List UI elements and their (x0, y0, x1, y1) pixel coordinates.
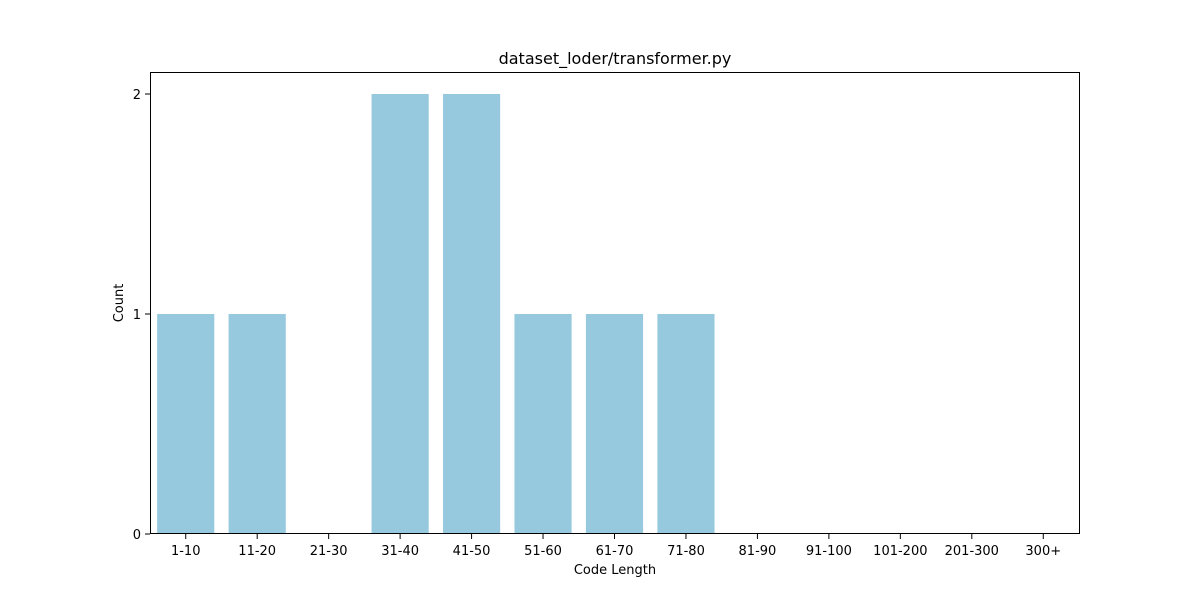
bar-31-40 (371, 94, 429, 534)
x-tick-label: 61-70 (596, 544, 634, 559)
x-tick-label: 31-40 (381, 544, 419, 559)
bars-group (157, 94, 715, 534)
x-tick-label: 101-200 (873, 544, 927, 559)
x-tick-label: 81-90 (739, 544, 777, 559)
y-tick-label: 0 (133, 528, 141, 543)
x-tick-label: 51-60 (524, 544, 562, 559)
bar-1-10 (157, 314, 215, 534)
bar-11-20 (228, 314, 286, 534)
x-tick-label: 11-20 (238, 544, 276, 559)
y-tick-label: 2 (133, 88, 141, 103)
y-axis-label: Count (112, 284, 127, 323)
bar-71-80 (657, 314, 715, 534)
x-tick-label: 201-300 (945, 544, 999, 559)
x-tick-label: 91-100 (806, 544, 852, 559)
y-tick-label: 1 (133, 308, 141, 323)
y-axis-ticks: 0 1 2 (133, 88, 150, 543)
x-tick-label: 300+ (1025, 544, 1061, 559)
x-axis-ticks: 1-10 11-20 21-30 31-40 41-50 51-60 61-70 71-80 8… (171, 534, 1061, 559)
x-tick-label: 21-30 (310, 544, 348, 559)
x-tick-label: 71-80 (667, 544, 705, 559)
x-axis-label: Code Length (574, 563, 656, 578)
bar-61-70 (585, 314, 644, 534)
bar-41-50 (442, 94, 501, 534)
bar-51-60 (514, 314, 572, 534)
x-tick-label: 1-10 (171, 544, 201, 559)
chart-title: dataset_loder/transformer.py (499, 49, 732, 69)
plot-frame (150, 72, 1080, 534)
x-tick-label: 41-50 (453, 544, 491, 559)
